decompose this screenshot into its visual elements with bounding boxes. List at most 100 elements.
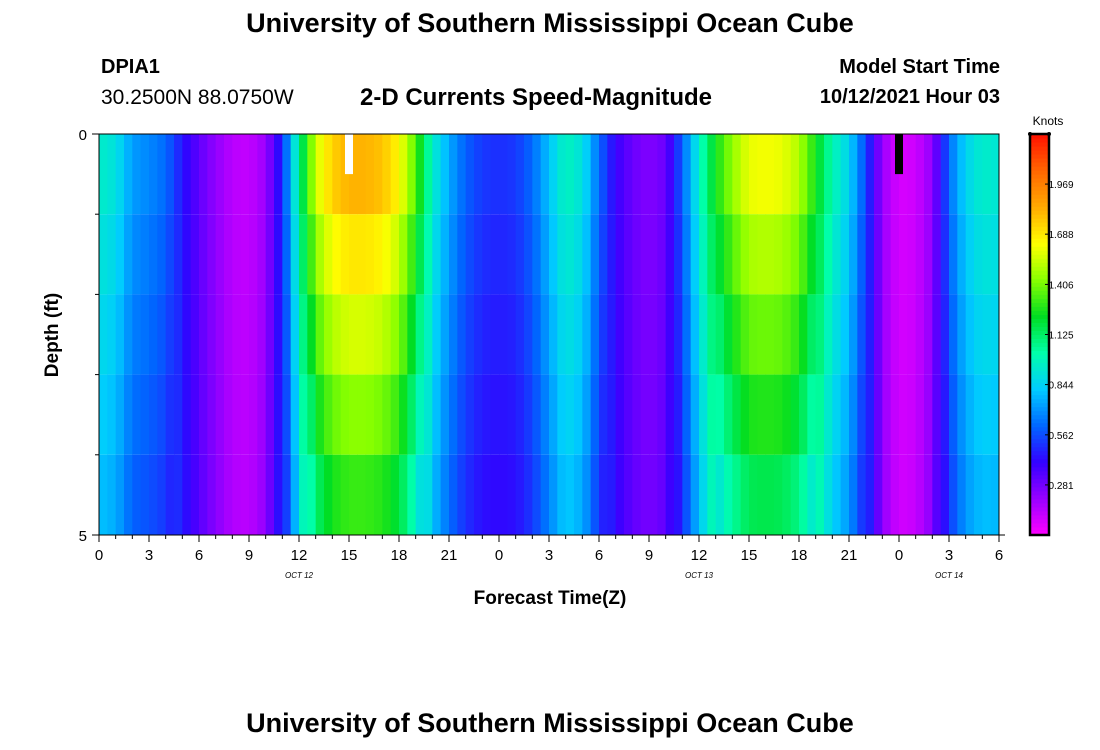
- heatmap-cell: [765, 214, 775, 295]
- heatmap-cell: [549, 374, 558, 455]
- colorbar-corner: [1028, 132, 1032, 136]
- heatmap-cell: [924, 454, 933, 535]
- heatmap-cell: [99, 454, 108, 535]
- heatmap-cell: [349, 454, 358, 535]
- heatmap-cell: [207, 374, 217, 455]
- heatmap-cell: [632, 294, 642, 375]
- station-id: DPIA1: [101, 56, 160, 78]
- heatmap-cell: [524, 374, 533, 455]
- heatmap-cell: [640, 134, 650, 215]
- heatmap-cell: [115, 374, 125, 455]
- heatmap-cell: [624, 454, 633, 535]
- heatmap-cell: [590, 214, 600, 295]
- heatmap-cell: [790, 294, 800, 375]
- heatmap-cell: [765, 134, 775, 215]
- colorbar-segment: [1030, 474, 1049, 480]
- heatmap-cell: [432, 374, 442, 455]
- heatmap-cell: [390, 214, 400, 295]
- heatmap-cell: [665, 134, 675, 215]
- heatmap-cell: [165, 454, 175, 535]
- colorbar-segment: [1030, 426, 1049, 432]
- heatmap-cell: [324, 134, 333, 215]
- heatmap-cell: [974, 374, 983, 455]
- heatmap-cell: [532, 454, 542, 535]
- heatmap-cell: [690, 454, 700, 535]
- heatmap-cell: [582, 214, 592, 295]
- heatmap-cell: [824, 454, 833, 535]
- heatmap-cell: [290, 454, 300, 535]
- heatmap-cell: [974, 454, 983, 535]
- heatmap-cell: [749, 454, 758, 535]
- heatmap-cell: [357, 294, 367, 375]
- heatmap-cell: [440, 294, 450, 375]
- heatmap-cell: [240, 454, 250, 535]
- heatmap-cell: [257, 454, 267, 535]
- heatmap-cell: [640, 374, 650, 455]
- heatmap-cell: [674, 454, 683, 535]
- colorbar-segment: [1030, 450, 1049, 456]
- x-tick-label: 9: [245, 547, 253, 564]
- heatmap-cell: [957, 454, 967, 535]
- heatmap-cell: [107, 294, 117, 375]
- heatmap-cell: [332, 214, 342, 295]
- heatmap-cell: [407, 134, 417, 215]
- heatmap-cell: [449, 454, 458, 535]
- heatmap-cell: [682, 454, 692, 535]
- colorbar-segment: [1030, 482, 1049, 488]
- heatmap-cell: [715, 214, 725, 295]
- heatmap-cell: [740, 454, 750, 535]
- heatmap-cell: [340, 214, 350, 295]
- heatmap-cell: [840, 294, 850, 375]
- x-axis: 0 3 6 9 12 15 18 21 0 3 6 9 12 15 18 21 0 3 6 OCT 12 OCT 13 O…: [95, 534, 1005, 580]
- heatmap-cell: [215, 214, 225, 295]
- heatmap-cell: [290, 134, 300, 215]
- heatmap-cell: [915, 214, 925, 295]
- heatmap-cell: [949, 214, 958, 295]
- heatmap-cell: [165, 134, 175, 215]
- heatmap-cell: [574, 374, 583, 455]
- heatmap-cell: [974, 134, 983, 215]
- colorbar-segment: [1030, 478, 1049, 484]
- heatmap-cell: [399, 454, 408, 535]
- heatmap-cell: [949, 134, 958, 215]
- heatmap-cell: [499, 294, 508, 375]
- heatmap-cell: [649, 294, 658, 375]
- heatmap-cell: [840, 374, 850, 455]
- colorbar-segment: [1030, 370, 1049, 376]
- heatmap-cell: [924, 294, 933, 375]
- heatmap-cell: [315, 134, 325, 215]
- heatmap-cell: [674, 134, 683, 215]
- heatmap-cell: [440, 374, 450, 455]
- heatmap-cell: [682, 214, 692, 295]
- heatmap-cell: [265, 454, 275, 535]
- heatmap-cell: [857, 374, 867, 455]
- heatmap-cell: [599, 134, 608, 215]
- heatmap-cell: [390, 454, 400, 535]
- heatmap-cell: [249, 374, 258, 455]
- x-tick-label: 12: [691, 547, 708, 564]
- colorbar-segment: [1030, 362, 1049, 368]
- heatmap-cell: [140, 214, 150, 295]
- heatmap-cell: [449, 374, 458, 455]
- heatmap-cell: [182, 454, 192, 535]
- heatmap-cell: [99, 214, 108, 295]
- heatmap-cell: [382, 454, 392, 535]
- heatmap-cell: [774, 374, 783, 455]
- heatmap-cell: [490, 214, 500, 295]
- heatmap-cell: [149, 134, 158, 215]
- heatmap-cell: [840, 134, 850, 215]
- heatmap-cell: [765, 294, 775, 375]
- colorbar-segment: [1030, 318, 1049, 323]
- heatmap-cell: [482, 294, 492, 375]
- heatmap-cell: [915, 454, 925, 535]
- station-coordinates: 30.2500N 88.0750W: [101, 86, 294, 109]
- heatmap-cell: [890, 374, 900, 455]
- heatmap-cell: [374, 134, 383, 215]
- heatmap-cell: [949, 454, 958, 535]
- heatmap-cell: [449, 134, 458, 215]
- heatmap-cell: [724, 374, 733, 455]
- colorbar-segment: [1030, 398, 1049, 404]
- colorbar-segment: [1030, 282, 1049, 287]
- heatmap-cell: [299, 454, 308, 535]
- heatmap-cell: [790, 134, 800, 215]
